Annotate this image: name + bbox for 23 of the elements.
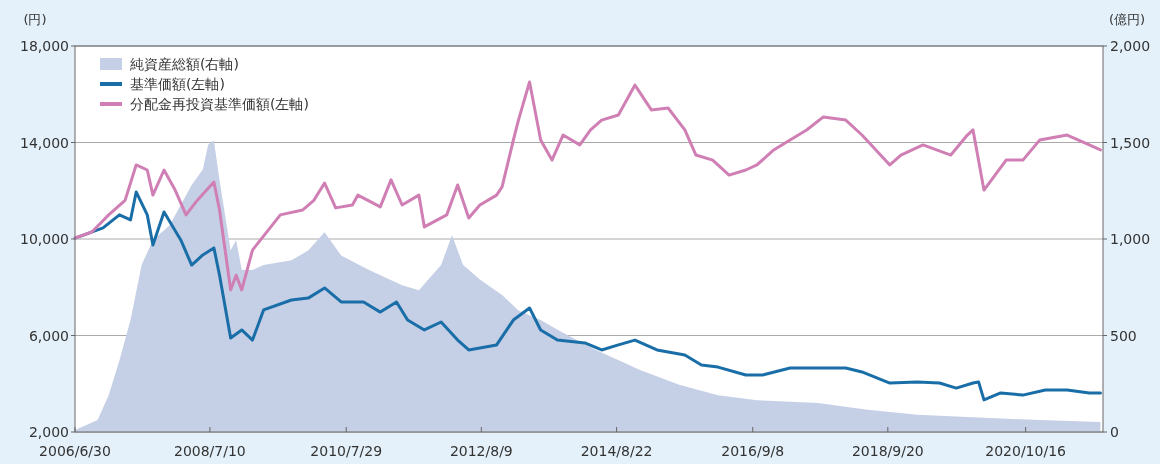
legend-label: 純資産総額(右軸)	[130, 56, 239, 72]
x-tick-label: 2010/7/29	[310, 443, 383, 459]
y-axis-title: (円)	[23, 12, 47, 27]
y2-tick-label: 2,000	[1110, 38, 1151, 54]
y2-tick-label: 0	[1110, 424, 1119, 440]
y-tick-label: 2,000	[28, 424, 69, 440]
y2-tick-label: 1,000	[1110, 231, 1151, 247]
x-tick-label: 2012/8/9	[449, 443, 513, 459]
y2-tick-label: 1,500	[1110, 134, 1151, 151]
y2-axis-title: (億円)	[1108, 12, 1146, 27]
y-tick-label: 18,000	[20, 38, 69, 54]
x-tick-label: 2014/8/22	[580, 443, 653, 459]
y-tick-label: 10,000	[20, 231, 69, 247]
legend-label: 基準価額(左軸)	[130, 76, 225, 92]
x-tick-label: 2008/7/10	[174, 443, 246, 459]
y-tick-label: 6,000	[28, 327, 69, 344]
x-tick-label: 2016/9/8	[721, 443, 785, 459]
legend-label: 分配金再投資基準価額(左軸)	[130, 96, 309, 112]
x-tick-label: 2018/9/20	[851, 443, 924, 459]
x-tick-label: 2006/6/30	[39, 443, 111, 459]
y2-tick-label: 500	[1110, 327, 1137, 344]
x-tick-label: 2020/10/16	[985, 443, 1067, 459]
y-tick-label: 14,000	[20, 134, 69, 151]
